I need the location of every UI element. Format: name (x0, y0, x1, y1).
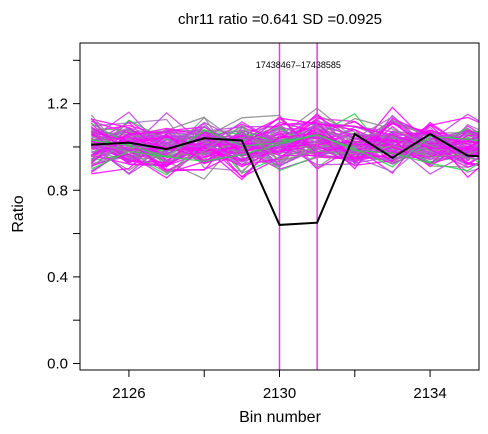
series-layer (91, 132, 479, 226)
sample-line (91, 112, 479, 161)
sample-line (91, 117, 479, 170)
y-tick-label: 0.0 (47, 356, 68, 373)
y-axis-label: Ratio (10, 195, 27, 232)
y-tick-label: 0.4 (47, 269, 68, 286)
y-tick-label: 0.8 (47, 182, 68, 199)
sample-line (91, 124, 479, 174)
series-line (91, 132, 479, 226)
axes: 2126 2130 2134 0.0 0.4 0.8 1.2 (47, 42, 480, 402)
sample-line (90, 131, 479, 164)
sample-lines (90, 106, 479, 181)
x-tick-label: 2126 (112, 385, 145, 402)
sample-line (90, 124, 479, 166)
x-axis-label: Bin number (239, 409, 321, 426)
highlight-label: 17438467–17438585 (256, 60, 341, 70)
highlight-region: 17438467–17438585 (256, 43, 341, 370)
sample-line (91, 117, 479, 166)
y-tick-label: 1.2 (47, 96, 68, 113)
x-tick-label: 2134 (413, 385, 446, 402)
sample-line (91, 121, 479, 179)
chart-title: chr11 ratio =0.641 SD =0.0925 (178, 11, 382, 28)
x-tick-label: 2130 (263, 385, 296, 402)
